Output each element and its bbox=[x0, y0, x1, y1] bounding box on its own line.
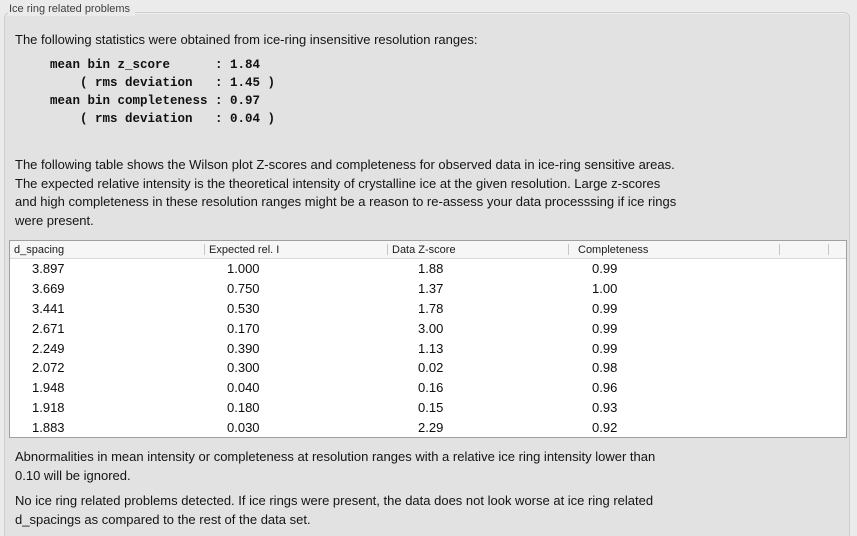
table-row[interactable]: 3.669 0.750 1.37 1.00 bbox=[10, 278, 846, 299]
cell-d-spacing: 3.441 bbox=[32, 300, 65, 316]
column-header-expected-rel-i[interactable]: Expected rel. I bbox=[204, 241, 387, 258]
cell-d-spacing: 3.897 bbox=[32, 261, 65, 277]
cell-data-z-score: 1.13 bbox=[418, 340, 444, 356]
cell-data-z-score: 2.29 bbox=[418, 419, 444, 435]
cell-completeness: 0.99 bbox=[592, 320, 618, 336]
column-header-empty bbox=[828, 241, 846, 258]
table-row[interactable]: 3.897 1.000 1.88 0.99 bbox=[10, 259, 846, 279]
column-header-data-z-score[interactable]: Data Z-score bbox=[387, 241, 568, 258]
table-description: The following table shows the Wilson plo… bbox=[15, 157, 677, 228]
cell-d-spacing: 1.883 bbox=[32, 419, 65, 435]
cell-completeness: 0.99 bbox=[592, 340, 618, 356]
table-row[interactable]: 2.249 0.390 1.13 0.99 bbox=[10, 338, 846, 358]
cell-d-spacing: 2.249 bbox=[32, 340, 65, 356]
ice-ring-panel: The following statistics were obtained f… bbox=[4, 12, 850, 536]
cell-expected-rel-i: 0.040 bbox=[227, 380, 260, 396]
cell-completeness: 0.99 bbox=[592, 261, 618, 277]
table-row[interactable]: 1.883 0.030 2.29 0.92 bbox=[10, 417, 846, 438]
cell-expected-rel-i: 0.180 bbox=[227, 399, 260, 415]
cell-d-spacing: 2.072 bbox=[32, 360, 65, 376]
cell-completeness: 0.93 bbox=[592, 399, 618, 415]
table-body: 3.897 1.000 1.88 0.99 3.669 0.750 1.37 1… bbox=[10, 259, 846, 438]
table-row[interactable]: 1.918 0.180 0.15 0.93 bbox=[10, 397, 846, 418]
cell-expected-rel-i: 0.030 bbox=[227, 419, 260, 435]
cell-data-z-score: 1.37 bbox=[418, 281, 444, 297]
table-row[interactable]: 2.671 0.170 3.00 0.99 bbox=[10, 318, 846, 339]
cell-completeness: 0.96 bbox=[592, 380, 618, 396]
cell-expected-rel-i: 0.170 bbox=[227, 320, 260, 336]
cell-data-z-score: 0.02 bbox=[418, 360, 444, 376]
column-header-d-spacing[interactable]: d_spacing bbox=[14, 244, 65, 256]
cell-completeness: 0.99 bbox=[592, 300, 618, 316]
table-row[interactable]: 3.441 0.530 1.78 0.99 bbox=[10, 298, 846, 319]
cell-data-z-score: 0.16 bbox=[418, 380, 444, 396]
cell-d-spacing: 1.948 bbox=[32, 380, 65, 396]
table-row[interactable]: 1.948 0.040 0.16 0.96 bbox=[10, 377, 846, 398]
cell-expected-rel-i: 0.750 bbox=[227, 281, 260, 297]
cell-data-z-score: 1.78 bbox=[418, 300, 444, 316]
table-header-row: d_spacing Expected rel. I Data Z-score C… bbox=[10, 241, 846, 259]
cell-data-z-score: 1.88 bbox=[418, 261, 444, 277]
cell-data-z-score: 0.15 bbox=[418, 399, 444, 415]
ice-ring-table: d_spacing Expected rel. I Data Z-score C… bbox=[9, 240, 847, 438]
column-header-empty bbox=[779, 241, 828, 258]
cell-d-spacing: 3.669 bbox=[32, 281, 65, 297]
cell-expected-rel-i: 0.530 bbox=[227, 300, 260, 316]
groupbox-title: Ice ring related problems bbox=[8, 2, 136, 16]
column-header-completeness[interactable]: Completeness bbox=[568, 241, 779, 258]
cell-expected-rel-i: 0.300 bbox=[227, 360, 260, 376]
cell-d-spacing: 2.671 bbox=[32, 320, 65, 336]
cell-completeness: 1.00 bbox=[592, 281, 618, 297]
cell-expected-rel-i: 0.390 bbox=[227, 340, 260, 356]
cell-completeness: 0.92 bbox=[592, 419, 618, 435]
cell-data-z-score: 3.00 bbox=[418, 320, 444, 336]
cell-d-spacing: 1.918 bbox=[32, 399, 65, 415]
conclusion-text: No ice ring related problems detected. I… bbox=[15, 493, 654, 527]
cell-completeness: 0.98 bbox=[592, 360, 618, 376]
ignore-note: Abnormalities in mean intensity or compl… bbox=[15, 449, 656, 483]
table-row[interactable]: 2.072 0.300 0.02 0.98 bbox=[10, 357, 846, 378]
cell-expected-rel-i: 1.000 bbox=[227, 261, 260, 277]
stats-block: mean bin z_score : 1.84 ( rms deviation … bbox=[50, 58, 276, 126]
intro-text: The following statistics were obtained f… bbox=[15, 32, 478, 47]
